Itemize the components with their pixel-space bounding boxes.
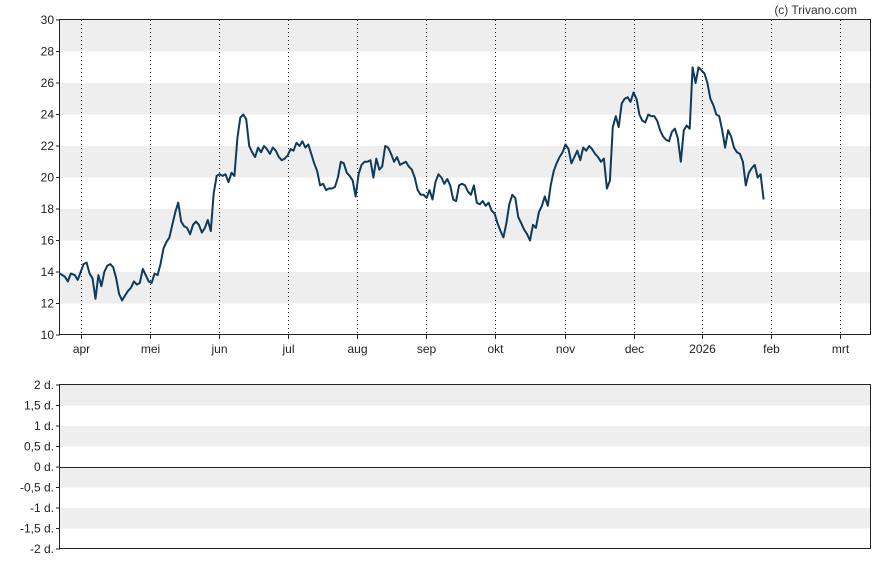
price-grid-bands xyxy=(60,20,870,304)
y-tick-label: 0 d. xyxy=(34,460,54,474)
x-tick-label: 2026 xyxy=(689,342,716,356)
price-panel: 10 12 14 16 18 20 22 24 26 28 30 apr mei jun jul aug se… xyxy=(41,13,871,356)
grid-band xyxy=(60,385,870,406)
y-tick-label: 14 xyxy=(41,265,55,279)
grid-band xyxy=(60,508,870,529)
y-tick-label: 2 d. xyxy=(34,378,54,392)
x-tick-label: okt xyxy=(487,342,504,356)
grid-band xyxy=(60,146,870,178)
price-x-axis: apr mei jun jul aug sep okt nov dec 2026 feb mrt xyxy=(73,335,850,356)
grid-band xyxy=(60,83,870,115)
grid-band xyxy=(60,272,870,304)
grid-band xyxy=(60,426,870,447)
y-tick-label: 1,5 d. xyxy=(24,399,54,413)
x-tick-label: jun xyxy=(210,342,227,356)
copyright-text: (c) Trivano.com xyxy=(774,3,857,17)
y-tick-label: 30 xyxy=(41,13,55,27)
y-tick-label: 28 xyxy=(41,45,55,59)
y-tick-label: 0,5 d. xyxy=(24,440,54,454)
y-tick-label: 20 xyxy=(41,171,55,185)
y-tick-label: 18 xyxy=(41,202,55,216)
x-tick-label: dec xyxy=(625,342,644,356)
indicator-grid-bands xyxy=(60,385,870,529)
price-y-axis: 10 12 14 16 18 20 22 24 26 28 30 xyxy=(41,13,60,342)
indicator-y-axis: -2 d. -1,5 d. -1 d. -0,5 d. 0 d. 0,5 d. 1 d. 1,… xyxy=(20,378,60,556)
y-tick-label: 26 xyxy=(41,76,55,90)
y-tick-label: -1 d. xyxy=(30,501,54,515)
x-tick-label: sep xyxy=(417,342,437,356)
x-tick-label: aug xyxy=(347,342,367,356)
price-line xyxy=(59,66,765,302)
x-tick-label: nov xyxy=(556,342,575,356)
y-tick-label: 16 xyxy=(41,234,55,248)
y-tick-label: 10 xyxy=(41,328,55,342)
grid-band xyxy=(60,20,870,52)
y-tick-label: -0,5 d. xyxy=(20,481,54,495)
y-tick-label: 24 xyxy=(41,108,55,122)
y-tick-label: -2 d. xyxy=(30,542,54,556)
x-tick-label: apr xyxy=(73,342,90,356)
grid-band xyxy=(60,467,870,488)
y-tick-label: -1,5 d. xyxy=(20,522,54,536)
y-tick-label: 1 d. xyxy=(34,419,54,433)
x-tick-label: mrt xyxy=(832,342,850,356)
y-tick-label: 22 xyxy=(41,139,55,153)
x-tick-label: jul xyxy=(281,342,294,356)
x-tick-label: feb xyxy=(763,342,780,356)
x-tick-label: mei xyxy=(141,342,160,356)
indicator-panel: -2 d. -1,5 d. -1 d. -0,5 d. 0 d. 0,5 d. 1 d. 1,… xyxy=(20,378,871,556)
y-tick-label: 12 xyxy=(41,297,55,311)
grid-band xyxy=(60,209,870,241)
